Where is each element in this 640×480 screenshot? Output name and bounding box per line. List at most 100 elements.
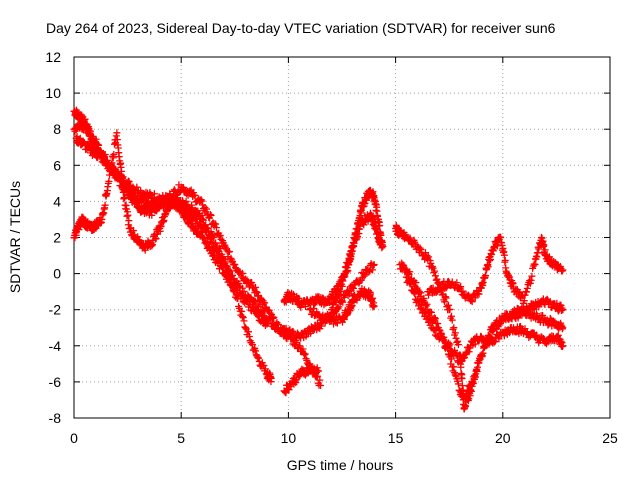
data-point xyxy=(254,353,262,361)
data-point xyxy=(559,324,567,332)
data-point xyxy=(170,196,178,204)
series-track-7 xyxy=(306,285,378,328)
data-point xyxy=(138,195,146,203)
data-point xyxy=(410,288,418,296)
data-point xyxy=(337,287,345,295)
data-point xyxy=(416,244,424,252)
data-point xyxy=(267,374,275,382)
data-point xyxy=(417,289,425,297)
data-point xyxy=(150,190,158,198)
data-point xyxy=(467,297,475,305)
data-point xyxy=(366,290,374,298)
data-point xyxy=(123,185,131,193)
data-point xyxy=(263,320,271,328)
data-point xyxy=(481,272,489,280)
data-point xyxy=(218,263,226,271)
data-point xyxy=(252,288,260,296)
data-point xyxy=(95,141,103,149)
data-point xyxy=(300,349,308,357)
data-point xyxy=(317,382,325,390)
data-point xyxy=(248,279,256,287)
data-point xyxy=(369,294,377,302)
data-point xyxy=(352,231,360,239)
data-point xyxy=(491,337,499,345)
data-point xyxy=(314,367,322,375)
data-point xyxy=(417,246,425,254)
data-point xyxy=(274,321,282,329)
data-point xyxy=(446,340,454,348)
data-point xyxy=(365,268,373,276)
data-point xyxy=(356,278,364,286)
data-point xyxy=(448,316,456,324)
data-point xyxy=(454,341,462,349)
data-point xyxy=(337,297,345,305)
data-point xyxy=(250,346,258,354)
data-point xyxy=(251,283,259,291)
data-point xyxy=(129,227,137,235)
y-tick-label: 2 xyxy=(53,230,61,246)
data-point xyxy=(430,269,438,277)
data-point xyxy=(245,333,253,341)
data-point xyxy=(251,298,259,306)
data-point xyxy=(431,315,439,323)
data-point xyxy=(110,150,118,158)
data-point xyxy=(539,311,547,319)
data-point xyxy=(406,234,414,242)
data-point xyxy=(460,354,468,362)
data-point xyxy=(360,272,368,280)
data-point xyxy=(514,288,522,296)
data-point xyxy=(226,267,234,275)
data-point xyxy=(416,305,424,313)
data-point xyxy=(451,329,459,337)
data-point xyxy=(301,350,309,358)
data-point xyxy=(215,257,223,265)
data-point xyxy=(254,302,262,310)
data-point xyxy=(559,342,567,350)
data-point xyxy=(501,256,509,264)
data-point xyxy=(363,196,371,204)
data-point xyxy=(442,284,450,292)
data-point xyxy=(333,304,341,312)
data-point xyxy=(201,203,209,211)
data-point xyxy=(450,324,458,332)
data-point xyxy=(369,266,377,274)
data-point xyxy=(379,243,387,251)
data-point xyxy=(140,196,148,204)
data-point xyxy=(289,327,297,335)
y-tick-label: 12 xyxy=(45,49,61,65)
data-point xyxy=(490,326,498,334)
data-point xyxy=(148,211,156,219)
data-point xyxy=(369,261,377,269)
data-point xyxy=(235,269,243,277)
data-point xyxy=(411,290,419,298)
y-tick-label: 4 xyxy=(53,193,61,209)
data-point xyxy=(475,290,483,298)
data-point xyxy=(415,288,423,296)
y-tick-label: -6 xyxy=(49,374,62,390)
data-point xyxy=(415,297,423,305)
data-point xyxy=(542,340,550,348)
data-point xyxy=(212,224,220,232)
data-point xyxy=(124,211,132,219)
data-point xyxy=(518,292,526,300)
data-point xyxy=(215,250,223,258)
data-point xyxy=(299,345,307,353)
data-point xyxy=(240,317,248,325)
data-point xyxy=(425,253,433,261)
data-point xyxy=(431,272,439,280)
data-point xyxy=(117,167,125,175)
data-point xyxy=(197,196,205,204)
data-point xyxy=(256,309,264,317)
data-point xyxy=(346,290,354,298)
data-point xyxy=(316,376,324,384)
data-point xyxy=(542,317,550,325)
data-point xyxy=(441,298,449,306)
data-point xyxy=(434,320,442,328)
data-point xyxy=(205,231,213,239)
data-point xyxy=(404,274,412,282)
data-point xyxy=(344,267,352,275)
data-point xyxy=(366,267,374,275)
data-point xyxy=(251,306,259,314)
data-point xyxy=(255,316,263,324)
